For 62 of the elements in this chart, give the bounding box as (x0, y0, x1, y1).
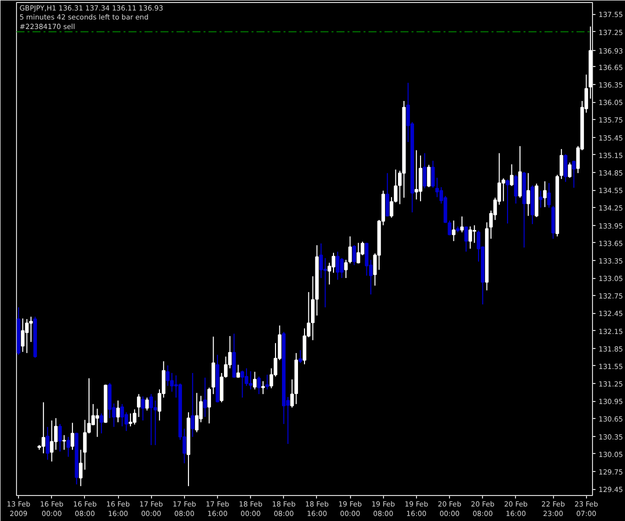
candlestick (452, 220, 456, 242)
candlestick (348, 236, 352, 264)
candlestick (252, 371, 257, 390)
candlestick (145, 397, 149, 411)
candlestick (386, 172, 390, 217)
candlestick (78, 449, 83, 487)
candlestick (240, 370, 244, 398)
candlestick (298, 350, 302, 364)
candlestick (464, 226, 468, 252)
candlestick (190, 372, 194, 438)
candlestick (248, 370, 252, 390)
candlestick (460, 216, 464, 233)
candlestick (572, 160, 576, 188)
candlestick (414, 150, 418, 200)
candlestick (568, 162, 572, 178)
candlestick (62, 434, 66, 450)
candlestick (203, 377, 207, 418)
candlestick (257, 376, 261, 395)
candlestick (356, 242, 360, 264)
candlestick (70, 422, 74, 450)
candlestick (468, 226, 472, 250)
candlestick (323, 258, 328, 308)
candlestick (431, 160, 435, 188)
candlestick (427, 164, 431, 188)
candlestick (526, 172, 530, 216)
candlestick (344, 259, 348, 279)
candlestick (514, 174, 518, 204)
candlestick (20, 318, 24, 352)
candlestick (506, 179, 510, 224)
candlestick (472, 224, 476, 244)
candlestick (66, 436, 70, 458)
candlestick (58, 423, 62, 452)
candlestick (352, 244, 356, 266)
candlestick (120, 404, 124, 427)
candlestick (547, 182, 551, 208)
candlestick (154, 400, 158, 446)
candlestick (265, 374, 269, 390)
candlestick (54, 418, 58, 450)
candlestick (100, 412, 104, 434)
candlestick (194, 392, 199, 433)
candlestick (336, 251, 340, 280)
candlestick (340, 258, 344, 279)
candlestick (46, 426, 50, 460)
candlestick (166, 364, 170, 386)
candlestick (25, 318, 29, 354)
candlestick (422, 152, 426, 189)
candlestick (510, 164, 514, 186)
candlestick (42, 402, 46, 454)
candlestick (261, 380, 265, 395)
candlestick (564, 154, 568, 182)
candlestick (50, 420, 54, 462)
candlestick (207, 387, 211, 424)
candlestick (141, 396, 145, 421)
candlestick (83, 419, 87, 470)
candlestick (538, 190, 542, 208)
candlestick (236, 364, 240, 378)
candlestick (116, 400, 120, 423)
candlestick (364, 242, 368, 276)
candlestick (96, 408, 100, 438)
candlestick (543, 180, 547, 208)
candlestick (128, 412, 132, 427)
candlestick (149, 394, 153, 446)
